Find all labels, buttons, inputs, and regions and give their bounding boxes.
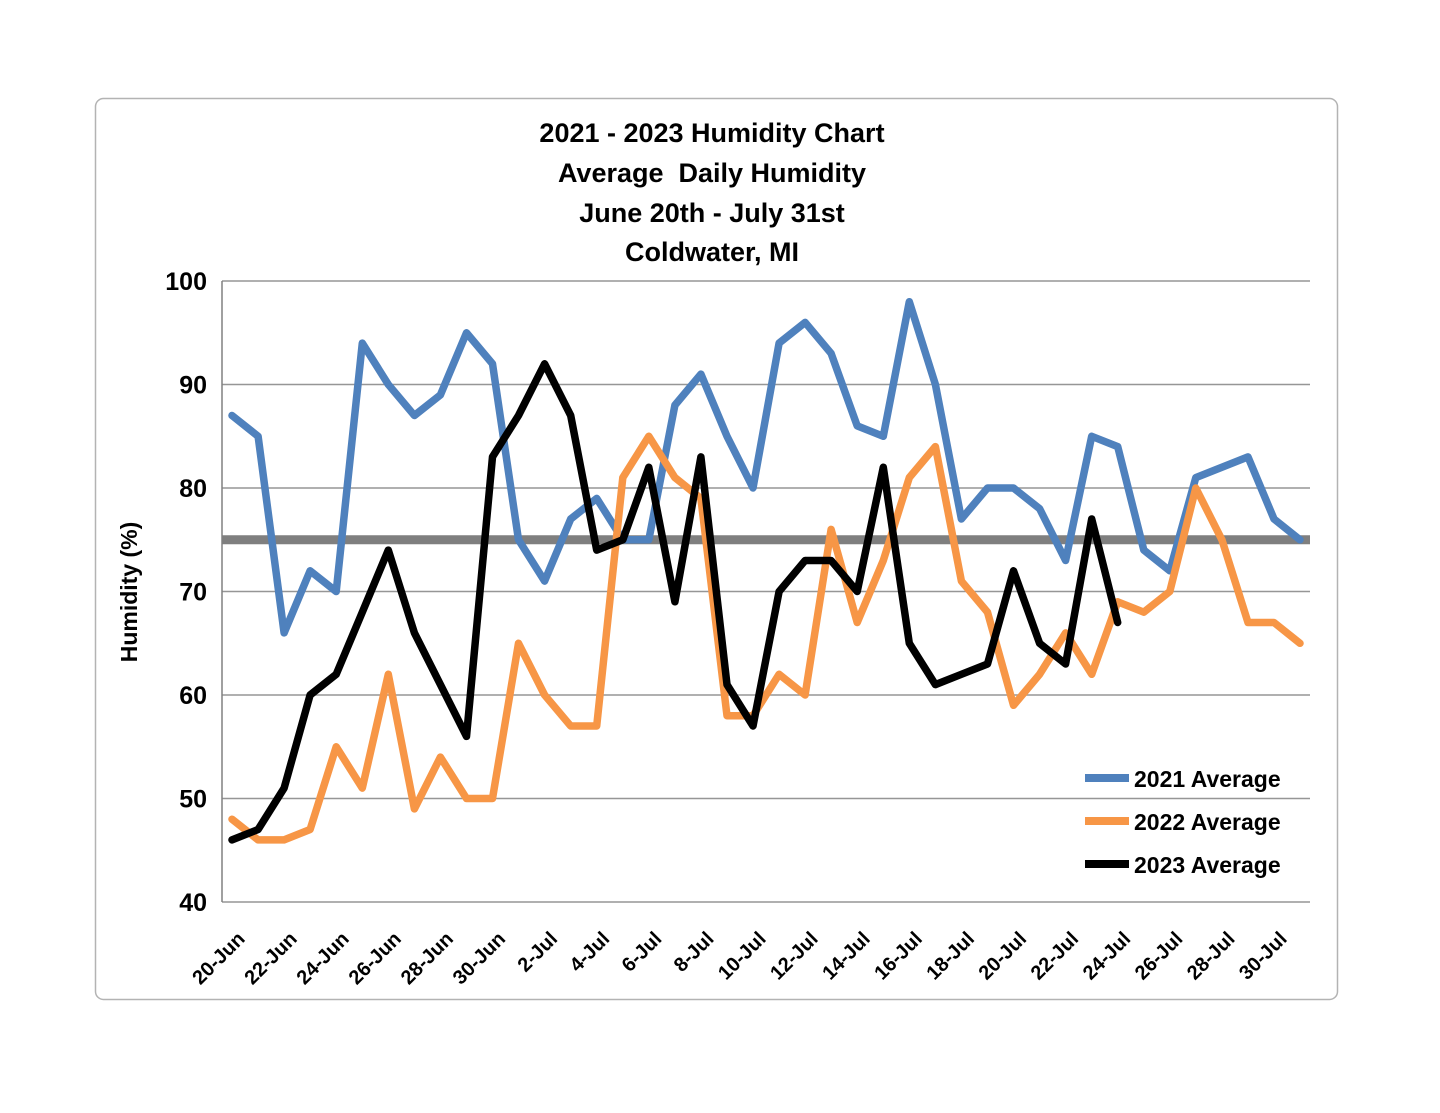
title-line-1: 2021 - 2023 Humidity Chart (539, 118, 884, 148)
y-axis-tick-labels: 40 50 60 70 80 90 100 (165, 268, 207, 917)
y-tick-label-100: 100 (165, 268, 207, 296)
legend-label-2023-average: 2023 Average (1134, 852, 1281, 878)
title-line-2: Average Daily Humidity (558, 158, 866, 188)
series-line-2023-average (228, 360, 1122, 844)
series-line-2021-average (228, 297, 1304, 637)
y-tick-label-80: 80 (179, 475, 207, 503)
title-line-3: June 20th - July 31st (579, 198, 845, 228)
chart-title: 2021 - 2023 Humidity Chart Average Daily… (539, 118, 884, 267)
legend: 2021 Average 2022 Average 2023 Average (1085, 766, 1281, 878)
y-tick-label-70: 70 (179, 579, 207, 607)
series-line-2022-average (228, 432, 1304, 844)
y-tick-label-40: 40 (179, 889, 207, 917)
y-tick-label-60: 60 (179, 682, 207, 710)
legend-label-2021-average: 2021 Average (1134, 766, 1281, 792)
title-line-4: Coldwater, MI (625, 237, 799, 267)
series-lines (228, 297, 1304, 844)
legend-label-2022-average: 2022 Average (1134, 809, 1281, 835)
y-axis-title: Humidity (%) (116, 522, 142, 663)
y-tick-label-90: 90 (179, 372, 207, 400)
y-tick-label-50: 50 (179, 786, 207, 814)
